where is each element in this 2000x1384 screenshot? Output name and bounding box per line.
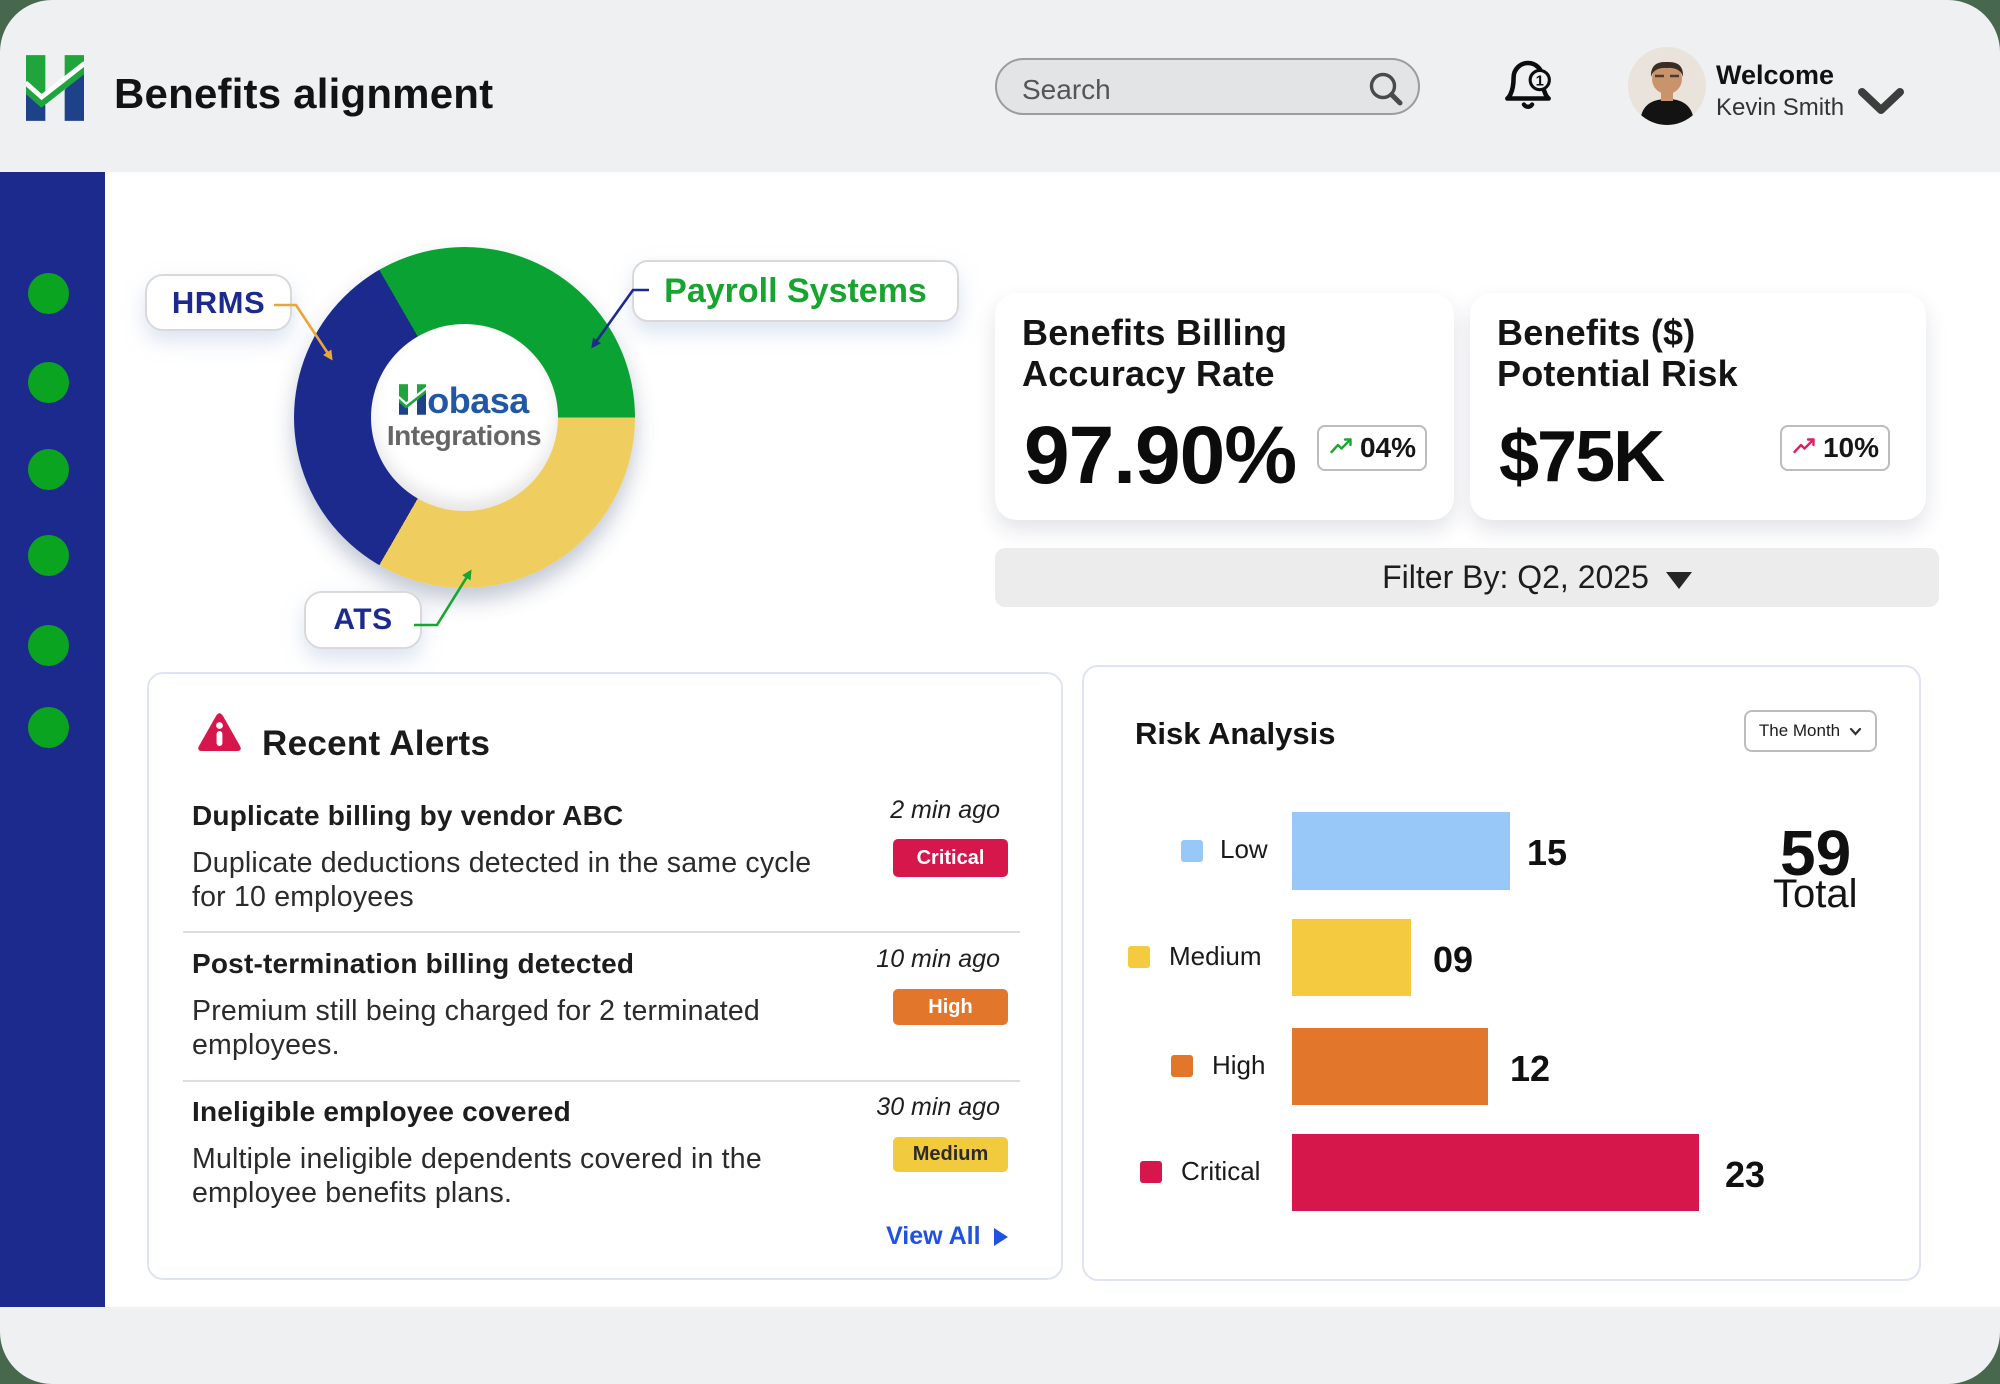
svg-text:1: 1 — [1536, 73, 1544, 89]
